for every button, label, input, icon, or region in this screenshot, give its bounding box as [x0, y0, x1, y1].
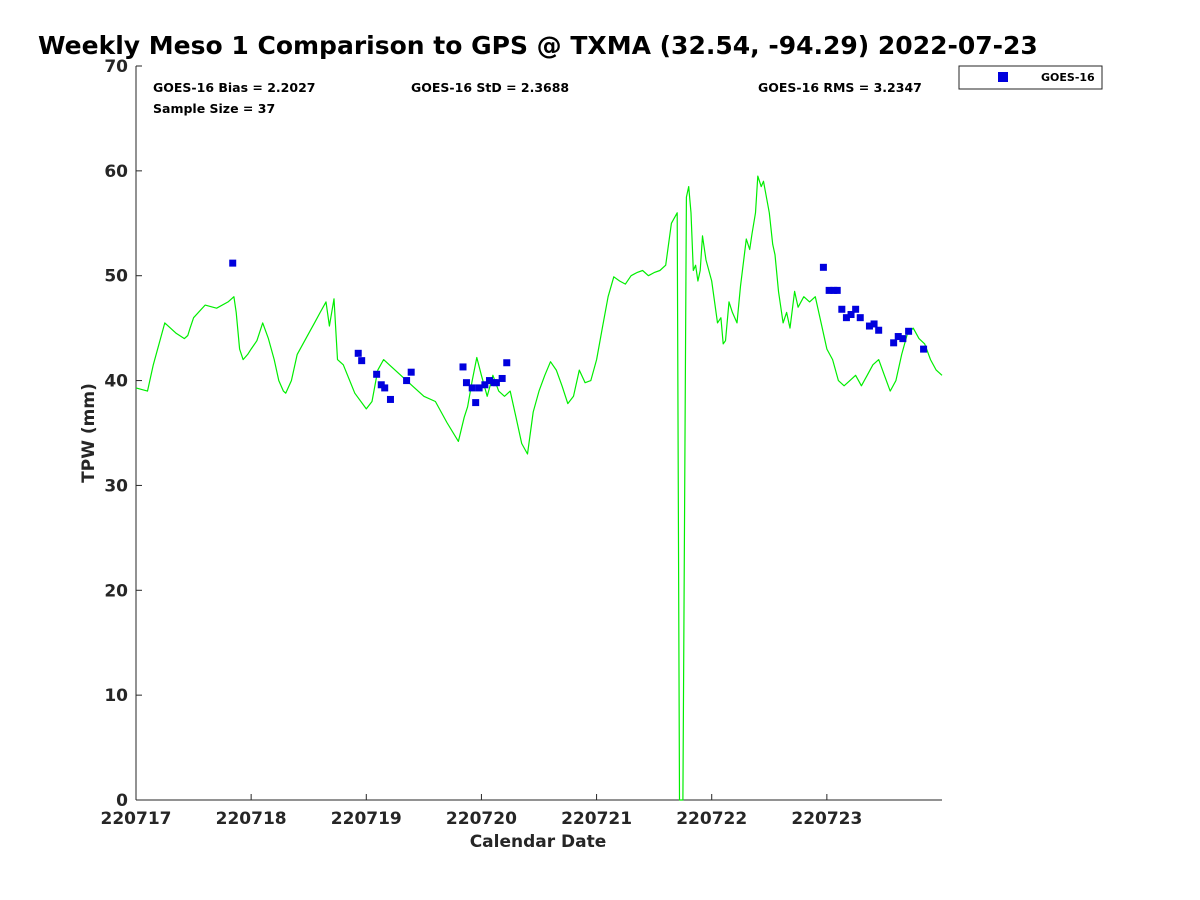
goes16-point [472, 399, 480, 407]
goes16-point [838, 305, 846, 313]
goes16-point [386, 395, 394, 403]
goes16-point [481, 381, 489, 389]
goes16-point [894, 333, 902, 341]
rms-stat: GOES-16 RMS = 3.2347 [758, 80, 922, 95]
goes16-point [875, 326, 883, 334]
bias-stat: GOES-16 Bias = 2.2027 [153, 80, 315, 95]
goes16-point [403, 377, 411, 385]
y-tick-label: 40 [104, 372, 128, 392]
legend-label: GOES-16 [1041, 71, 1095, 84]
x-tick-label: 220718 [216, 809, 287, 829]
legend-box [958, 65, 1103, 90]
y-tick-label: 70 [104, 57, 128, 77]
y-axis-label: TPW (mm) [79, 383, 99, 483]
goes16-point [373, 370, 381, 378]
goes16-point [852, 305, 860, 313]
goes16-point [819, 263, 827, 271]
x-tick-label: 220723 [791, 809, 862, 829]
goes16-point [920, 345, 928, 353]
goes16-point [905, 327, 913, 335]
y-tick-label: 60 [104, 162, 128, 182]
goes16-point [492, 379, 500, 387]
y-axis-ticks: 0 10 20 30 40 50 60 70 [104, 57, 142, 811]
sample-size-stat: Sample Size = 37 [153, 101, 275, 116]
goes16-point [503, 359, 511, 367]
gps-tpw-line [135, 175, 943, 801]
x-tick-label: 220719 [331, 809, 402, 829]
x-tick-label: 220722 [676, 809, 747, 829]
x-tick-label: 220720 [446, 809, 517, 829]
goes16-point [825, 286, 833, 294]
goes16-point [358, 357, 366, 365]
x-tick-label: 220721 [561, 809, 632, 829]
y-tick-label: 50 [104, 267, 128, 287]
y-tick-label: 20 [104, 581, 128, 601]
y-tick-label: 0 [116, 791, 128, 811]
legend-marker [998, 72, 1008, 82]
chart-title: Weekly Meso 1 Comparison to GPS @ TXMA (… [38, 31, 1038, 60]
goes16-point [462, 379, 470, 387]
std-stat: GOES-16 StD = 2.3688 [411, 80, 569, 95]
goes16-point [870, 320, 878, 328]
legend: GOES-16 [958, 65, 1103, 90]
x-axis-ticks: 220717 220718 220719 220720 220721 220722 2207… [101, 794, 862, 829]
goes16-point [229, 259, 237, 267]
goes16-point [890, 339, 898, 347]
goes16-point [833, 286, 841, 294]
goes16-point [498, 374, 506, 382]
goes16-point [381, 384, 389, 392]
goes16-point [485, 377, 493, 385]
goes16-point [407, 368, 415, 376]
y-tick-label: 10 [104, 686, 128, 706]
goes16-point [475, 384, 483, 392]
goes16-point [468, 384, 476, 392]
gps-line-layer [135, 175, 943, 801]
y-tick-label: 30 [104, 476, 128, 496]
goes16-point [842, 314, 850, 322]
goes16-point [899, 335, 907, 343]
goes16-point [847, 311, 855, 319]
goes16-points-layer [229, 259, 928, 407]
goes16-point [354, 349, 362, 357]
x-axis-label: Calendar Date [470, 832, 607, 852]
goes16-point [856, 314, 864, 322]
goes16-point [865, 322, 873, 330]
goes16-point [459, 363, 467, 371]
plot-area: 0 10 20 30 40 50 60 70 220717 220718 220719 220720… [101, 57, 943, 829]
x-tick-label: 220717 [101, 809, 172, 829]
